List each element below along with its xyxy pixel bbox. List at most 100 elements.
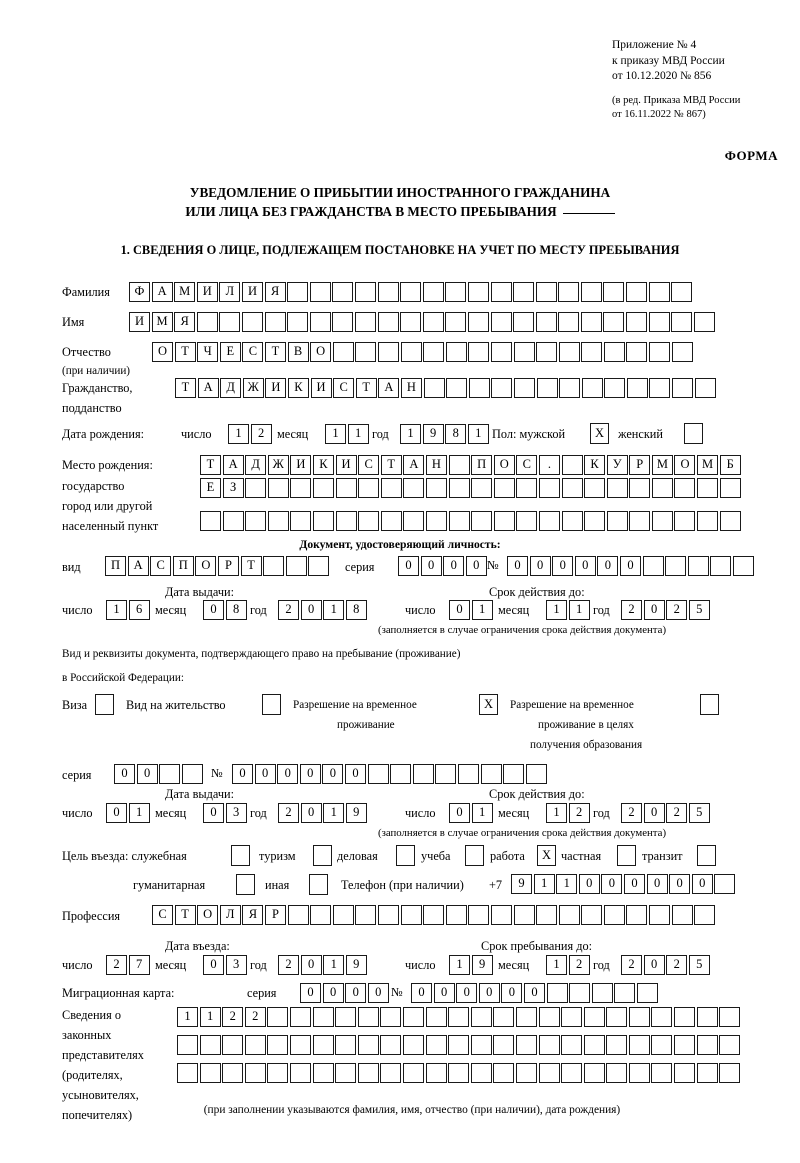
form-cell[interactable]	[710, 556, 732, 576]
form-cell[interactable]	[674, 1063, 696, 1083]
form-cell[interactable]	[628, 1063, 650, 1083]
form-cell[interactable]	[423, 905, 445, 925]
form-cell[interactable]	[357, 1063, 379, 1083]
form-cell[interactable]: 0	[420, 556, 442, 576]
form-cell[interactable]: И	[129, 312, 150, 332]
form-cell[interactable]: М	[174, 282, 196, 302]
form-cell[interactable]	[422, 312, 444, 332]
form-cell[interactable]: 0	[203, 955, 224, 975]
form-cell[interactable]	[403, 478, 425, 498]
form-cell[interactable]	[671, 342, 693, 362]
form-cell[interactable]	[467, 312, 489, 332]
form-cell[interactable]	[671, 905, 693, 925]
form-cell[interactable]: 9	[471, 955, 493, 975]
form-cell[interactable]	[264, 312, 286, 332]
form-cell[interactable]	[697, 511, 719, 531]
form-cell[interactable]: 5	[688, 955, 710, 975]
form-cell[interactable]: 1	[449, 955, 470, 975]
form-cell[interactable]: 0	[411, 983, 432, 1003]
form-cell[interactable]	[674, 511, 696, 531]
form-cell[interactable]	[606, 1063, 628, 1083]
form-cell[interactable]	[606, 511, 628, 531]
form-cell[interactable]	[354, 282, 376, 302]
form-cell[interactable]	[513, 905, 535, 925]
form-cell[interactable]	[515, 1007, 537, 1027]
form-cell[interactable]: М	[651, 455, 673, 475]
form-cell[interactable]	[536, 905, 558, 925]
form-cell[interactable]	[583, 1035, 605, 1055]
form-cell[interactable]	[332, 342, 354, 362]
form-cell[interactable]: 1	[568, 600, 590, 620]
checkbox-purpose-work[interactable]: X	[537, 845, 556, 866]
form-cell[interactable]: Я	[174, 312, 196, 332]
form-cell[interactable]	[267, 478, 289, 498]
form-cell[interactable]: А	[222, 455, 244, 475]
form-cell[interactable]	[694, 905, 716, 925]
form-cell[interactable]: И	[290, 455, 312, 475]
form-cell[interactable]: Е	[219, 342, 241, 362]
form-cell[interactable]	[513, 378, 535, 398]
form-cell[interactable]: С	[152, 905, 173, 925]
form-cell[interactable]	[696, 1035, 718, 1055]
form-cell[interactable]: Т	[200, 455, 221, 475]
form-cell[interactable]	[561, 1063, 583, 1083]
form-cell[interactable]	[513, 342, 535, 362]
form-cell[interactable]: А	[378, 378, 400, 398]
form-cell[interactable]: 0	[433, 983, 455, 1003]
form-cell[interactable]: Ж	[242, 378, 264, 398]
form-cell[interactable]: З	[222, 478, 244, 498]
form-cell[interactable]	[177, 1035, 198, 1055]
form-cell[interactable]	[312, 1007, 334, 1027]
form-cell[interactable]: 0	[136, 764, 158, 784]
form-cell[interactable]	[493, 1035, 515, 1055]
form-cell[interactable]	[538, 478, 560, 498]
form-cell[interactable]	[435, 764, 457, 784]
form-cell[interactable]	[719, 1063, 741, 1083]
form-cell[interactable]: 1	[323, 803, 345, 823]
form-cell[interactable]	[538, 1035, 560, 1055]
form-cell[interactable]: 0	[203, 803, 224, 823]
form-cell[interactable]	[536, 342, 558, 362]
form-cell[interactable]: 1	[199, 1007, 221, 1027]
form-cell[interactable]	[425, 511, 447, 531]
form-cell[interactable]: 2	[666, 600, 688, 620]
form-cell[interactable]: 0	[398, 556, 419, 576]
form-cell[interactable]	[380, 1035, 402, 1055]
form-cell[interactable]	[425, 478, 447, 498]
form-cell[interactable]	[558, 342, 580, 362]
form-cell[interactable]	[200, 511, 221, 531]
form-cell[interactable]: 0	[300, 600, 322, 620]
form-cell[interactable]: Р	[264, 905, 286, 925]
form-cell[interactable]: А	[197, 378, 219, 398]
form-cell[interactable]: О	[493, 455, 515, 475]
form-cell[interactable]	[525, 764, 547, 784]
form-cell[interactable]: М	[697, 455, 719, 475]
form-cell[interactable]	[471, 511, 493, 531]
form-cell[interactable]	[309, 282, 331, 302]
form-cell[interactable]	[606, 1007, 628, 1027]
form-cell[interactable]: 0	[322, 983, 344, 1003]
checkbox-sex-male[interactable]: X	[590, 423, 609, 444]
form-cell[interactable]: 0	[449, 803, 470, 823]
form-cell[interactable]	[267, 1035, 289, 1055]
form-cell[interactable]	[425, 1007, 447, 1027]
form-cell[interactable]: 0	[367, 983, 389, 1003]
form-cell[interactable]: 0	[114, 764, 135, 784]
form-cell[interactable]: 0	[443, 556, 465, 576]
form-cell[interactable]	[626, 905, 648, 925]
form-cell[interactable]: 0	[478, 983, 500, 1003]
form-cell[interactable]	[422, 282, 444, 302]
form-cell[interactable]	[468, 342, 490, 362]
form-cell[interactable]: 2	[621, 955, 642, 975]
form-cell[interactable]: 1	[467, 424, 489, 444]
form-cell[interactable]	[651, 1007, 673, 1027]
form-cell[interactable]: 0	[597, 556, 619, 576]
form-cell[interactable]	[412, 764, 434, 784]
